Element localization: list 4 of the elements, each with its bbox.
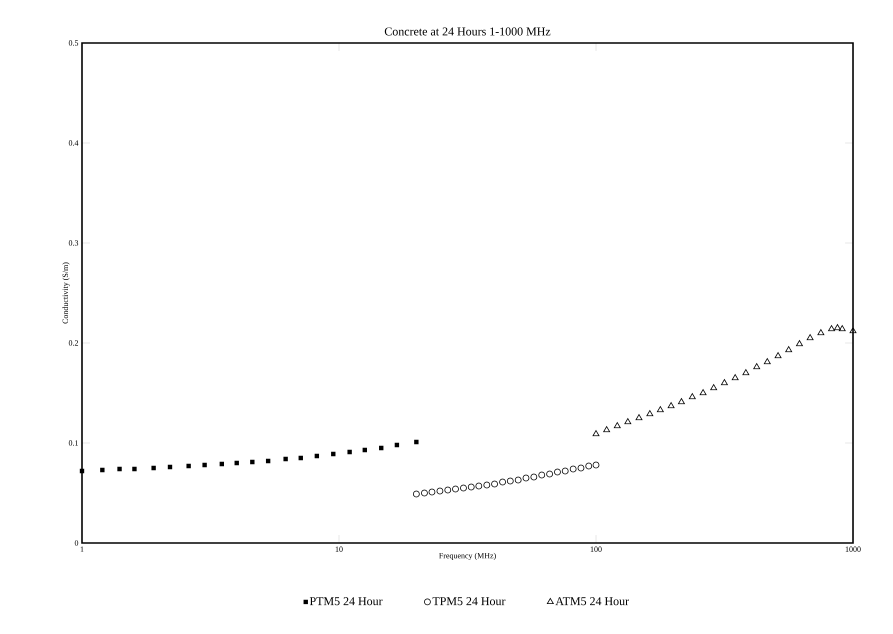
legend-label: PTM5 24 Hour (310, 597, 382, 606)
legend-label: TPM5 24 Hour (432, 597, 506, 606)
chart-title: Concrete at 24 Hours 1-1000 MHz (384, 27, 550, 36)
legend-label: ATM5 24 Hour (555, 597, 629, 606)
